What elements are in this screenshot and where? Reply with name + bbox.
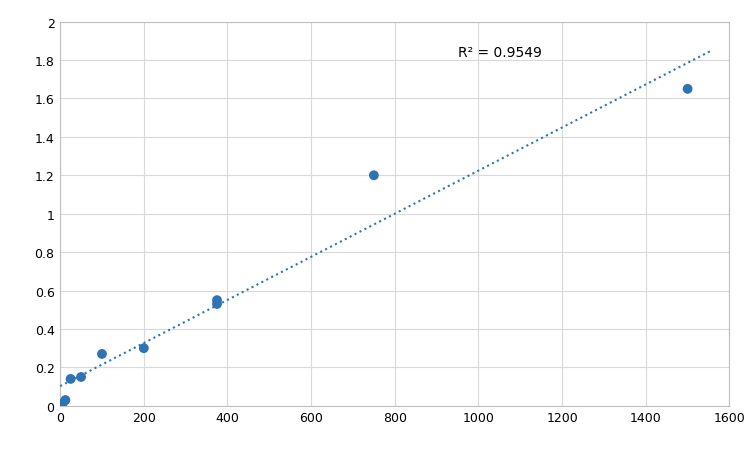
Point xyxy=(56,400,68,407)
Point xyxy=(211,301,223,308)
Point xyxy=(96,350,108,358)
Point xyxy=(211,297,223,304)
Text: R² = 0.9549: R² = 0.9549 xyxy=(457,46,541,60)
Point xyxy=(65,375,77,382)
Point xyxy=(368,172,380,179)
Point xyxy=(59,396,71,404)
Point xyxy=(75,373,87,381)
Point xyxy=(138,345,150,352)
Point xyxy=(681,86,693,93)
